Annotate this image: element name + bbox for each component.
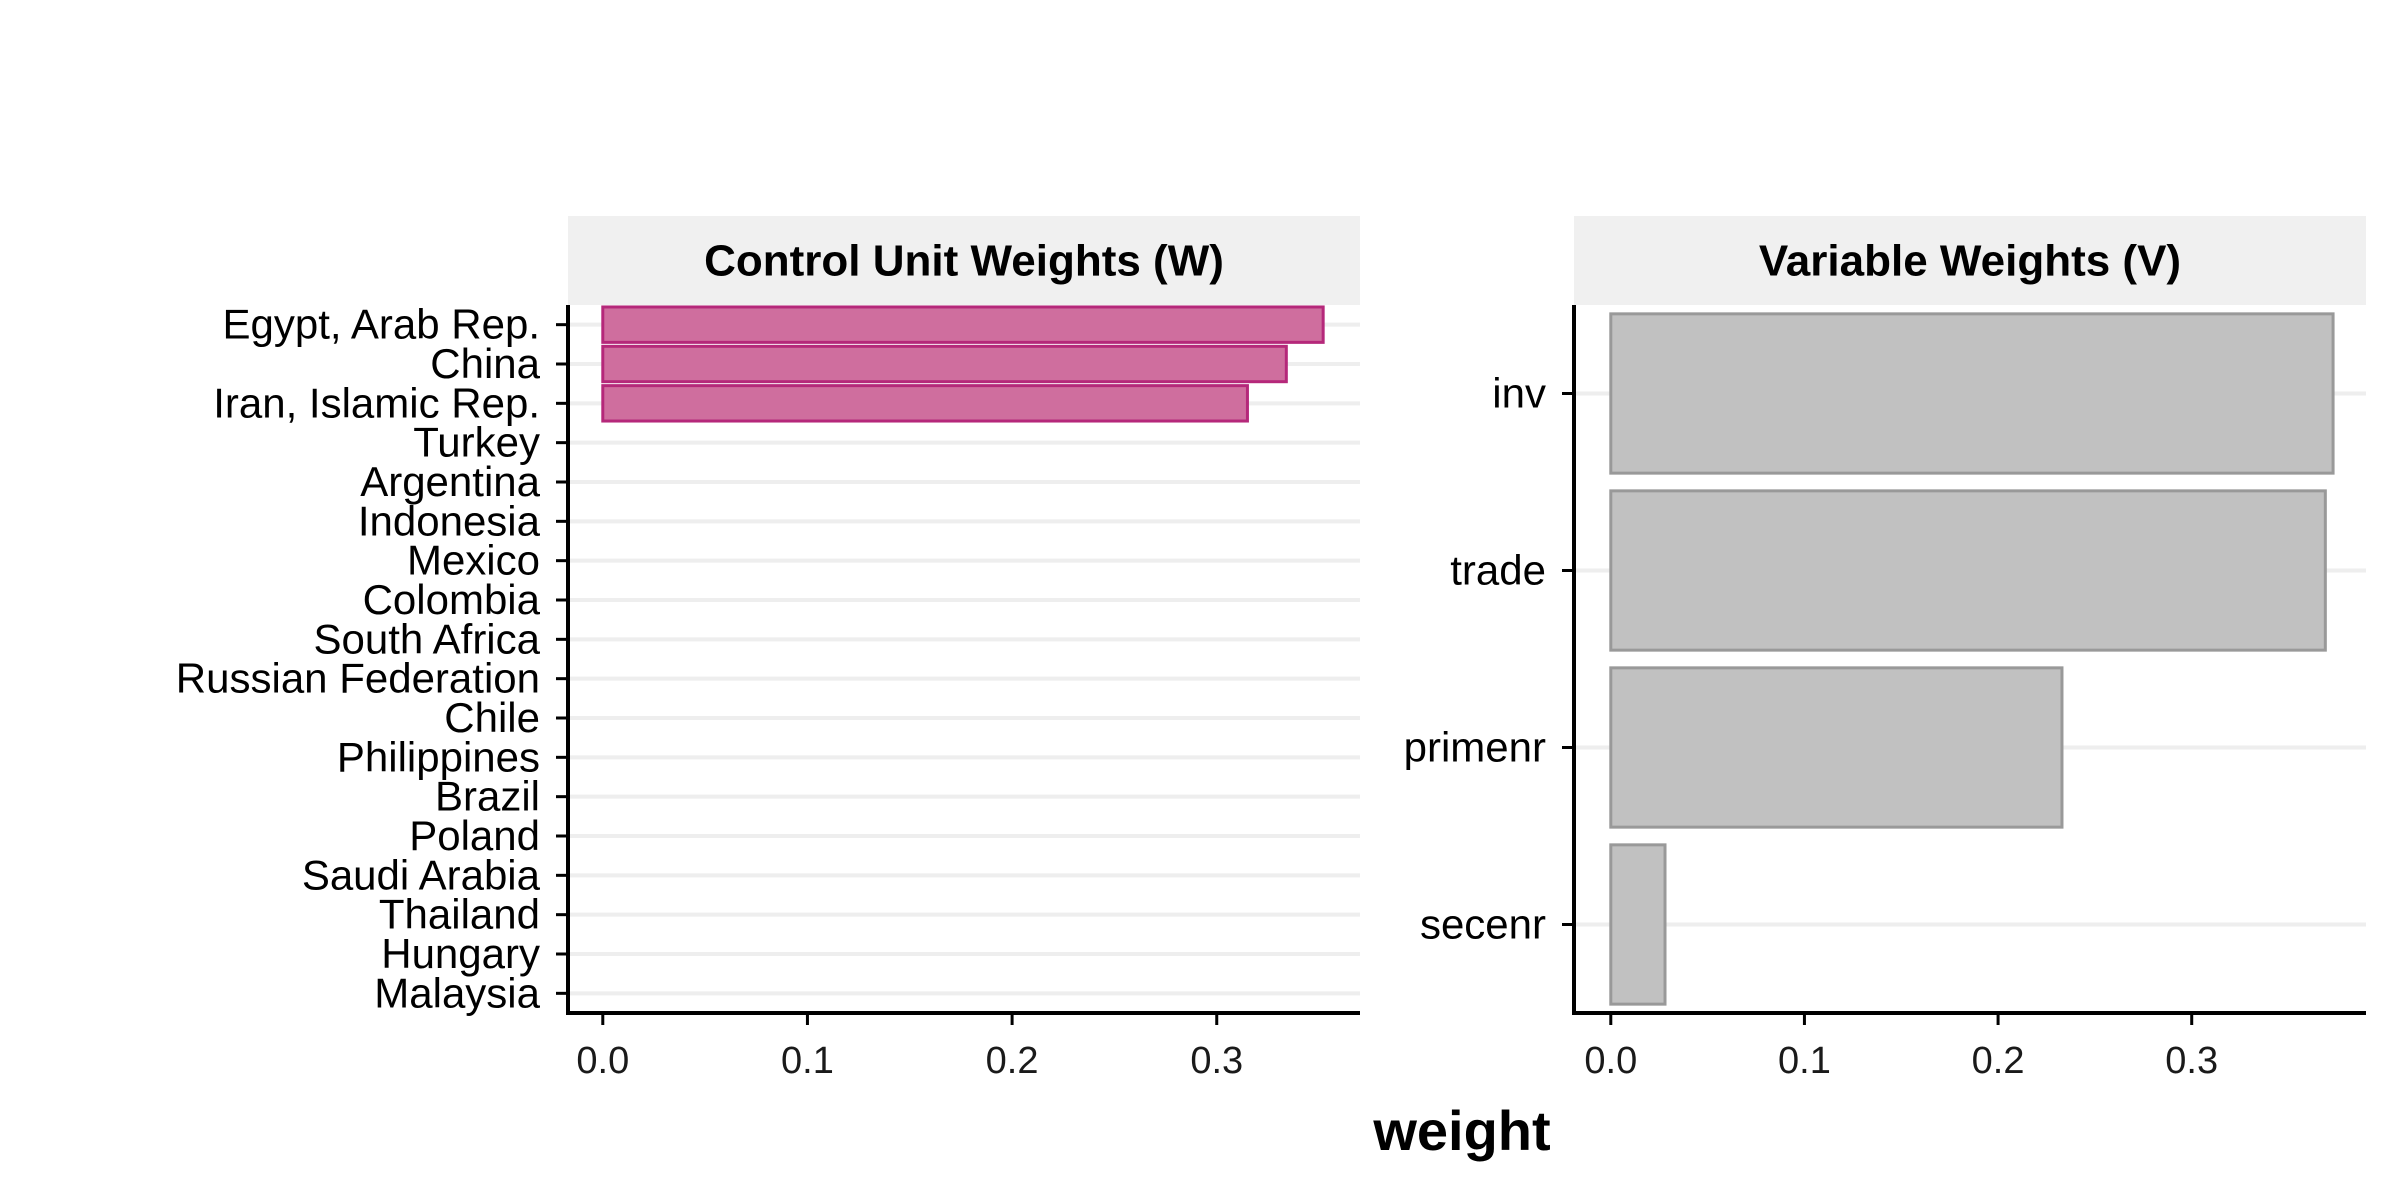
category-label: Indonesia: [358, 497, 541, 544]
category-label: China: [430, 340, 540, 387]
category-label: Argentina: [360, 458, 540, 505]
category-label: Malaysia: [374, 969, 540, 1016]
bar: [601, 305, 1325, 344]
category-label: Mexico: [407, 537, 540, 584]
bar: [1609, 489, 2327, 652]
x-tick-label: 0.0: [1584, 1040, 1637, 1082]
x-tick-label: 0.1: [781, 1040, 834, 1082]
x-tick-label: 0.1: [1778, 1040, 1831, 1082]
category-label: Egypt, Arab Rep.: [222, 301, 540, 348]
bar: [601, 344, 1288, 384]
category-label: Colombia: [363, 576, 541, 623]
category-label: secenr: [1420, 901, 1546, 948]
category-label: Brazil: [435, 773, 540, 820]
category-label: primenr: [1404, 724, 1546, 771]
category-label: Turkey: [413, 419, 540, 466]
variable-weights-panel: Variable Weights (V) inv trade primenr secen…: [1404, 216, 2366, 1082]
x-tick-label: 0.3: [2165, 1040, 2218, 1082]
category-label: trade: [1450, 547, 1546, 594]
x-tick-label: 0.2: [1972, 1040, 2025, 1082]
category-label: Thailand: [379, 891, 540, 938]
category-label: Chile: [444, 694, 540, 741]
x-tick-label: 0.0: [576, 1040, 629, 1082]
panel-title: Variable Weights (V): [1759, 237, 2181, 286]
category-label: inv: [1492, 370, 1546, 417]
bar: [1609, 666, 2064, 829]
category-label: Iran, Islamic Rep.: [213, 379, 540, 426]
bar: [1609, 843, 1667, 1006]
bar: [1609, 312, 2335, 475]
category-label: South Africa: [314, 615, 541, 662]
x-axis-title: weight: [1372, 1099, 1550, 1162]
x-tick-label: 0.3: [1190, 1040, 1243, 1082]
panel-title: Control Unit Weights (W): [704, 237, 1224, 286]
panel-strip: [1574, 216, 2366, 305]
category-label: Philippines: [337, 733, 540, 780]
category-label: Russian Federation: [176, 655, 540, 702]
control-unit-weights-panel: Control Unit Weights (W) Egypt, Arab Rep.…: [176, 216, 1360, 1082]
bar: [601, 384, 1249, 423]
category-label: Hungary: [381, 930, 540, 977]
panel-strip: [568, 216, 1360, 305]
category-label: Poland: [409, 812, 540, 859]
x-tick-label: 0.2: [986, 1040, 1039, 1082]
category-label: Saudi Arabia: [302, 851, 541, 898]
